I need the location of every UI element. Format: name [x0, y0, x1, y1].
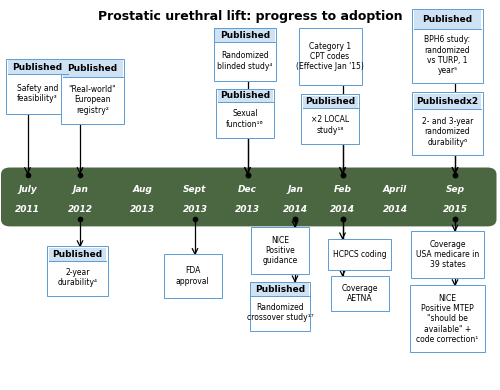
- Text: Dec: Dec: [238, 184, 257, 194]
- Text: 2014: 2014: [282, 205, 308, 215]
- Text: Sep: Sep: [446, 184, 464, 194]
- Text: Published: Published: [12, 63, 62, 72]
- FancyBboxPatch shape: [61, 59, 124, 124]
- FancyBboxPatch shape: [298, 28, 362, 85]
- FancyBboxPatch shape: [331, 276, 389, 311]
- FancyBboxPatch shape: [1, 168, 496, 226]
- Text: Sexual
function¹⁶: Sexual function¹⁶: [226, 110, 264, 129]
- Text: Published: Published: [220, 91, 270, 100]
- Text: Aug: Aug: [132, 184, 152, 194]
- Text: July: July: [18, 184, 37, 194]
- FancyBboxPatch shape: [412, 92, 483, 155]
- Bar: [414, 94, 481, 109]
- Bar: [8, 60, 68, 74]
- FancyBboxPatch shape: [328, 239, 392, 270]
- Text: 2013: 2013: [235, 205, 260, 215]
- Text: Coverage
USA medicare in
39 states: Coverage USA medicare in 39 states: [416, 239, 479, 269]
- FancyBboxPatch shape: [411, 231, 484, 278]
- FancyBboxPatch shape: [164, 254, 222, 298]
- FancyBboxPatch shape: [47, 246, 108, 296]
- Text: Published: Published: [422, 15, 472, 24]
- FancyBboxPatch shape: [6, 59, 69, 114]
- Text: 2013: 2013: [130, 205, 155, 215]
- FancyBboxPatch shape: [216, 89, 274, 138]
- Bar: [215, 29, 275, 43]
- Text: Published: Published: [255, 285, 305, 294]
- Text: 2011: 2011: [15, 205, 40, 215]
- FancyBboxPatch shape: [412, 9, 483, 83]
- Text: NICE
Positive
guidance: NICE Positive guidance: [262, 236, 298, 266]
- Text: Feb: Feb: [334, 184, 351, 194]
- Text: 2014: 2014: [330, 205, 355, 215]
- Text: ×2 LOCAL
study¹⁸: ×2 LOCAL study¹⁸: [311, 115, 349, 135]
- Text: Published: Published: [68, 64, 117, 73]
- Text: 2015: 2015: [442, 205, 468, 215]
- Text: Safety and
feasibility³: Safety and feasibility³: [17, 84, 58, 103]
- Text: FDA
approval: FDA approval: [176, 266, 210, 285]
- FancyBboxPatch shape: [301, 94, 359, 144]
- Text: 2013: 2013: [182, 205, 208, 215]
- Text: Coverage
AETNA: Coverage AETNA: [342, 284, 378, 303]
- Bar: [252, 283, 309, 296]
- Text: Jan: Jan: [287, 184, 303, 194]
- FancyBboxPatch shape: [410, 285, 485, 352]
- Text: Published: Published: [220, 31, 270, 40]
- Bar: [302, 96, 358, 108]
- Text: Sept: Sept: [184, 184, 206, 194]
- Text: Category 1
CPT codes
(Effective Jan '15): Category 1 CPT codes (Effective Jan '15): [296, 42, 364, 71]
- Text: Prostatic urethral lift: progress to adoption: Prostatic urethral lift: progress to ado…: [98, 10, 403, 23]
- Text: Published: Published: [305, 97, 355, 106]
- Text: 2-year
durability⁴: 2-year durability⁴: [58, 268, 98, 287]
- Text: 2- and 3-year
randomized
durability⁶: 2- and 3-year randomized durability⁶: [422, 117, 473, 147]
- Text: Randomized
blinded study⁴: Randomized blinded study⁴: [218, 51, 272, 71]
- Text: Jan: Jan: [72, 184, 88, 194]
- FancyBboxPatch shape: [251, 227, 309, 274]
- FancyBboxPatch shape: [214, 28, 276, 81]
- Bar: [49, 248, 106, 261]
- Text: Randomized
crossover study¹⁷: Randomized crossover study¹⁷: [246, 303, 314, 323]
- Text: "Real-world"
European
registry²: "Real-world" European registry²: [68, 85, 116, 115]
- Text: 2014: 2014: [382, 205, 407, 215]
- FancyBboxPatch shape: [250, 282, 310, 331]
- Bar: [218, 90, 272, 102]
- Text: HCPCS coding: HCPCS coding: [333, 250, 387, 259]
- Text: NICE
Positive MTEP
"should be
available" +
code correction¹: NICE Positive MTEP "should be available"…: [416, 294, 478, 344]
- Bar: [414, 10, 481, 28]
- Text: April: April: [383, 184, 407, 194]
- Text: Publishedx2: Publishedx2: [416, 97, 478, 106]
- Text: BPH6 study:
randomized
vs TURP, 1
year⁵: BPH6 study: randomized vs TURP, 1 year⁵: [424, 35, 470, 75]
- Text: Published: Published: [52, 250, 102, 259]
- Text: 2012: 2012: [68, 205, 92, 215]
- Bar: [62, 60, 122, 77]
